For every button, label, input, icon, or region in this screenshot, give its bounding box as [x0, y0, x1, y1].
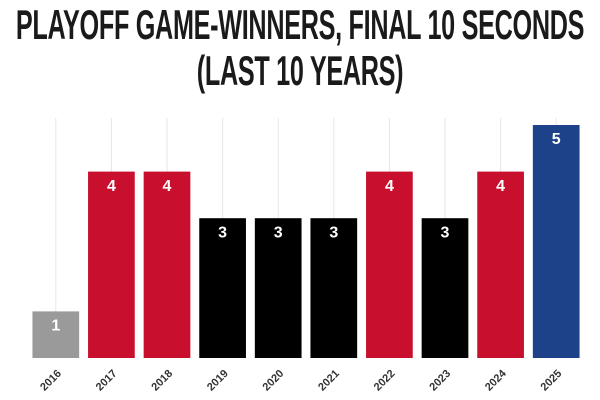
value-label: 5	[552, 131, 561, 148]
bar	[88, 171, 135, 358]
x-tick-label: 2016	[38, 368, 64, 394]
value-label: 3	[329, 224, 338, 241]
x-tick-label: 2017	[94, 368, 120, 394]
x-tick-label: 2018	[149, 368, 175, 394]
x-tick-label: 2020	[261, 368, 287, 394]
bar	[310, 218, 358, 358]
bar	[254, 218, 302, 358]
value-label: 3	[218, 224, 227, 241]
value-label: 4	[385, 178, 394, 195]
bar	[366, 171, 413, 358]
bar	[421, 218, 469, 358]
bar	[477, 171, 524, 358]
chart-title: PLAYOFF GAME-WINNERS, FINAL 10 SECONDS (…	[15, 1, 585, 94]
x-tick-label: 2023	[427, 368, 453, 394]
value-label: 3	[441, 224, 450, 241]
value-label: 1	[51, 318, 60, 335]
bar	[532, 125, 580, 358]
x-tick-label: 2022	[372, 368, 398, 394]
value-label: 4	[496, 178, 505, 195]
x-tick-label: 2025	[539, 368, 565, 394]
bar	[32, 311, 80, 358]
x-tick-label: 2021	[316, 368, 342, 394]
bar	[143, 171, 191, 358]
value-label: 4	[163, 178, 172, 195]
x-tick-label: 2019	[205, 368, 231, 394]
bar	[199, 218, 246, 358]
x-tick-label: 2024	[483, 367, 509, 393]
value-label: 4	[107, 178, 116, 195]
value-label: 3	[274, 224, 283, 241]
